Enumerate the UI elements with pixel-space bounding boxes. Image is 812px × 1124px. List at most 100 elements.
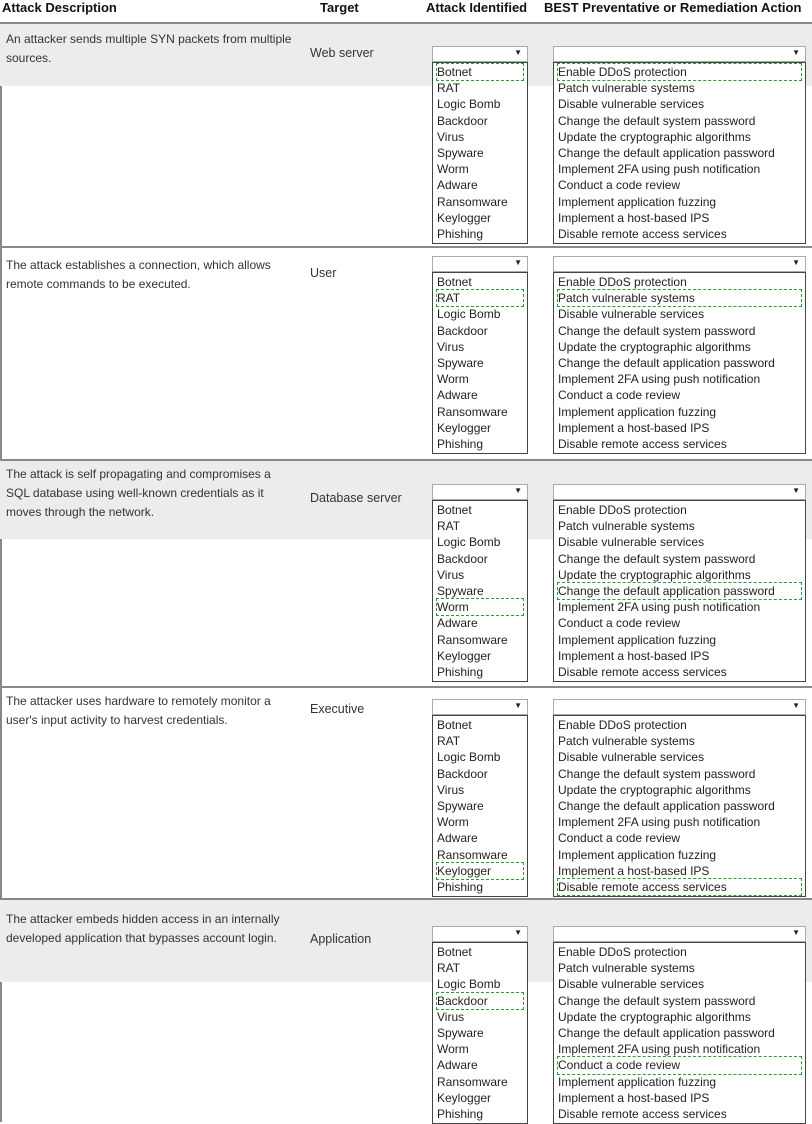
action-option[interactable]: Implement 2FA using push notification	[558, 372, 761, 387]
action-option[interactable]: Change the default application password	[558, 355, 775, 370]
attack-option[interactable]: Ransomware	[437, 1074, 508, 1089]
action-select[interactable]: ▼	[553, 484, 806, 500]
attack-option[interactable]: Ransomware	[437, 194, 508, 209]
attack-listbox[interactable]: Botnet RAT Logic Bomb Backdoor Virus Spyware W…	[432, 715, 528, 898]
attack-select[interactable]: ▼	[432, 256, 528, 272]
action-option[interactable]: Change the default system password	[558, 993, 756, 1008]
attack-option[interactable]: Backdoor	[437, 113, 488, 128]
action-option[interactable]: Disable vulnerable services	[558, 977, 705, 992]
action-option[interactable]: Implement a host-based IPS	[558, 863, 710, 878]
action-option[interactable]: Implement application fuzzing	[558, 1074, 717, 1089]
attack-listbox[interactable]: Botnet RAT Logic Bomb Backdoor Virus Spyware W…	[432, 272, 528, 455]
action-option[interactable]: Patch vulnerable systems	[558, 519, 695, 534]
action-option[interactable]: Change the default application password	[558, 798, 775, 813]
attack-option[interactable]: Ransomware	[437, 404, 508, 419]
action-option[interactable]: Implement application fuzzing	[558, 632, 717, 647]
action-option[interactable]: Disable remote access services	[558, 1106, 727, 1121]
attack-option[interactable]: Spyware	[437, 798, 484, 813]
action-option[interactable]: Conduct a code review	[558, 388, 681, 403]
action-select[interactable]: ▼	[553, 46, 806, 62]
action-listbox[interactable]: Enable DDoS protection Patch vulnerable s…	[553, 500, 806, 683]
dropdown-arrow-icon[interactable]: ▼	[514, 48, 522, 57]
attack-option[interactable]: Botnet	[437, 503, 472, 517]
action-option[interactable]: Implement application fuzzing	[558, 404, 717, 419]
attack-option[interactable]: Adware	[437, 616, 478, 631]
action-option[interactable]: Conduct a code review	[558, 616, 681, 631]
action-option[interactable]: Change the default application password	[558, 145, 775, 160]
action-select[interactable]: ▼	[553, 256, 806, 272]
action-option[interactable]: Implement 2FA using push notification	[558, 815, 761, 830]
attack-listbox[interactable]: Botnet RAT Logic Bomb Backdoor Virus Spyware W…	[432, 62, 528, 245]
action-select[interactable]: ▼	[553, 926, 806, 942]
action-option[interactable]: Update the cryptographic algorithms	[558, 1009, 751, 1024]
action-option[interactable]: Enable DDoS protection	[557, 62, 802, 82]
attack-option[interactable]: Botnet	[437, 718, 472, 732]
attack-option[interactable]: RAT	[437, 81, 461, 96]
action-option[interactable]: Change the default application password	[557, 581, 802, 601]
attack-option[interactable]: Phishing	[437, 1106, 484, 1121]
action-option[interactable]: Disable vulnerable services	[558, 750, 705, 765]
attack-select[interactable]: ▼	[432, 484, 528, 500]
attack-option[interactable]: Worm	[437, 372, 469, 387]
action-option[interactable]: Change the default system password	[558, 323, 756, 338]
action-option[interactable]: Patch vulnerable systems	[558, 961, 695, 976]
attack-option[interactable]: Keylogger	[437, 420, 492, 435]
attack-option[interactable]: Backdoor	[436, 991, 524, 1010]
attack-option[interactable]: Worm	[436, 598, 524, 617]
attack-option[interactable]: Worm	[437, 1042, 469, 1057]
action-option[interactable]: Disable vulnerable services	[558, 535, 705, 550]
attack-option[interactable]: Keylogger	[437, 1090, 492, 1105]
attack-select[interactable]: ▼	[432, 699, 528, 715]
action-option[interactable]: Implement 2FA using push notification	[558, 162, 761, 177]
attack-option[interactable]: Logic Bomb	[437, 97, 501, 112]
attack-option[interactable]: Adware	[437, 1058, 478, 1073]
attack-option[interactable]: Botnet	[437, 275, 472, 289]
action-option[interactable]: Enable DDoS protection	[558, 503, 687, 517]
action-option[interactable]: Implement application fuzzing	[558, 847, 717, 862]
attack-option[interactable]: Virus	[437, 567, 465, 582]
action-select[interactable]: ▼	[553, 699, 806, 715]
attack-option[interactable]: Virus	[437, 339, 465, 354]
action-option[interactable]: Change the default system password	[558, 766, 756, 781]
attack-option[interactable]: Phishing	[437, 226, 484, 241]
attack-option[interactable]: Phishing	[437, 436, 484, 451]
action-option[interactable]: Disable remote access services	[558, 664, 727, 679]
action-option[interactable]: Implement a host-based IPS	[558, 420, 710, 435]
attack-select[interactable]: ▼	[432, 926, 528, 942]
action-option[interactable]: Change the default application password	[558, 1025, 775, 1040]
attack-option[interactable]: Spyware	[437, 1025, 484, 1040]
action-option[interactable]: Enable DDoS protection	[558, 718, 687, 732]
attack-option[interactable]: Virus	[437, 782, 465, 797]
attack-option[interactable]: Spyware	[437, 583, 484, 598]
attack-option[interactable]: Keylogger	[437, 648, 492, 663]
attack-option[interactable]: Spyware	[437, 355, 484, 370]
attack-option[interactable]: Keylogger	[436, 861, 524, 880]
attack-option[interactable]: Keylogger	[437, 210, 492, 225]
action-option[interactable]: Change the default system password	[558, 551, 756, 566]
action-option[interactable]: Implement 2FA using push notification	[558, 600, 761, 615]
attack-option[interactable]: Botnet	[436, 62, 524, 82]
dropdown-arrow-icon[interactable]: ▼	[792, 486, 800, 495]
attack-option[interactable]: Ransomware	[437, 847, 508, 862]
dropdown-arrow-icon[interactable]: ▼	[514, 486, 522, 495]
dropdown-arrow-icon[interactable]: ▼	[514, 258, 522, 267]
action-option[interactable]: Enable DDoS protection	[558, 275, 687, 289]
action-option[interactable]: Disable remote access services	[558, 436, 727, 451]
action-option[interactable]: Disable remote access services	[557, 877, 802, 897]
attack-option[interactable]: Logic Bomb	[437, 535, 501, 550]
action-option[interactable]: Update the cryptographic algorithms	[558, 129, 751, 144]
attack-option[interactable]: Backdoor	[437, 323, 488, 338]
action-listbox[interactable]: Enable DDoS protection Patch vulnerable s…	[553, 942, 806, 1124]
attack-option[interactable]: Backdoor	[437, 551, 488, 566]
action-option[interactable]: Update the cryptographic algorithms	[558, 339, 751, 354]
dropdown-arrow-icon[interactable]: ▼	[514, 928, 522, 937]
attack-option[interactable]: Backdoor	[437, 766, 488, 781]
attack-option[interactable]: Adware	[437, 388, 478, 403]
action-option[interactable]: Patch vulnerable systems	[557, 289, 802, 308]
action-listbox[interactable]: Enable DDoS protection Patch vulnerable s…	[553, 715, 806, 898]
attack-option[interactable]: Logic Bomb	[437, 977, 501, 992]
attack-option[interactable]: Adware	[437, 178, 478, 193]
dropdown-arrow-icon[interactable]: ▼	[792, 258, 800, 267]
attack-option[interactable]: RAT	[437, 961, 461, 976]
attack-option[interactable]: Botnet	[437, 945, 472, 959]
